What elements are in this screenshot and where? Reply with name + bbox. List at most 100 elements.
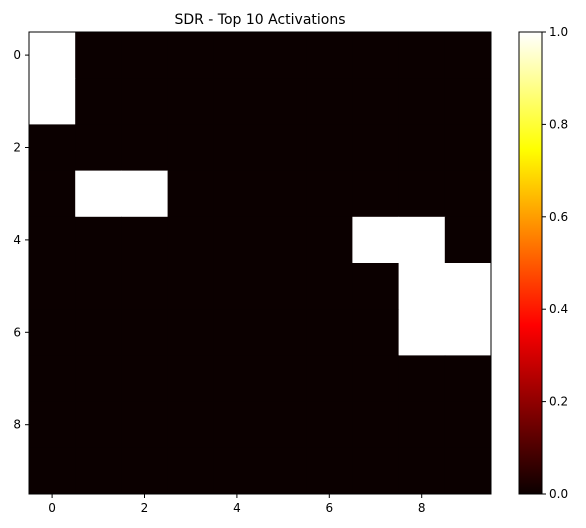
heatmap-cell xyxy=(352,447,400,495)
heatmap-cell xyxy=(398,309,446,356)
heatmap-cell xyxy=(352,216,400,264)
heatmap-cells xyxy=(29,32,492,495)
x-tick-label: 4 xyxy=(233,501,241,515)
heatmap-cell xyxy=(398,447,446,495)
heatmap-cell xyxy=(75,263,122,310)
y-axis: 0 2 4 6 8 xyxy=(13,48,29,432)
heatmap-cell xyxy=(121,263,169,310)
heatmap-cell xyxy=(167,401,215,449)
heatmap-cell xyxy=(29,355,76,403)
heatmap-cell xyxy=(444,355,492,403)
heatmap-cell xyxy=(167,263,215,310)
heatmap-cell xyxy=(260,32,307,79)
heatmap-cell xyxy=(29,447,76,495)
heatmap-cell xyxy=(306,309,353,356)
heatmap-cell xyxy=(444,263,492,310)
y-tick-label: 8 xyxy=(13,418,21,432)
x-tick-label: 2 xyxy=(141,501,149,515)
heatmap-cell xyxy=(213,216,261,264)
heatmap-cell xyxy=(444,216,492,264)
heatmap-cell xyxy=(306,170,353,218)
heatmap-cell xyxy=(352,263,400,310)
heatmap-cell xyxy=(398,124,446,172)
heatmap-cell xyxy=(29,309,76,356)
heatmap-cell xyxy=(121,78,169,125)
x-axis: 0 2 4 6 8 xyxy=(48,494,426,515)
heatmap-cell xyxy=(352,32,400,79)
heatmap-cell xyxy=(167,447,215,495)
heatmap-cell xyxy=(167,170,215,218)
x-tick-label: 0 xyxy=(48,501,56,515)
heatmap-cell xyxy=(398,32,446,79)
heatmap-cell xyxy=(29,78,76,125)
heatmap-cell xyxy=(167,78,215,125)
heatmap-cell xyxy=(444,32,492,79)
colorbar-axis: 0.0 0.2 0.4 0.6 0.8 1.0 xyxy=(542,25,568,501)
heatmap-cell xyxy=(29,32,76,79)
heatmap-cell xyxy=(213,78,261,125)
y-tick-label: 2 xyxy=(13,141,21,155)
heatmap-cell xyxy=(306,355,353,403)
heatmap-cell xyxy=(121,124,169,172)
heatmap-cell xyxy=(29,170,76,218)
heatmap-cell xyxy=(444,124,492,172)
heatmap-cell xyxy=(260,78,307,125)
heatmap-cell xyxy=(213,263,261,310)
heatmap-cell xyxy=(167,309,215,356)
heatmap-cell xyxy=(444,309,492,356)
heatmap-cell xyxy=(398,170,446,218)
heatmap-cell xyxy=(444,447,492,495)
heatmap-cell xyxy=(306,32,353,79)
heatmap-cell xyxy=(352,78,400,125)
heatmap-cell xyxy=(121,170,169,218)
heatmap-cell xyxy=(213,401,261,449)
heatmap-cell xyxy=(352,124,400,172)
chart-title: SDR - Top 10 Activations xyxy=(174,12,345,28)
heatmap-cell xyxy=(306,216,353,264)
heatmap-cell xyxy=(29,124,76,172)
heatmap-cell xyxy=(167,216,215,264)
heatmap-cell xyxy=(352,309,400,356)
heatmap-cell xyxy=(75,78,122,125)
heatmap-cell xyxy=(75,124,122,172)
heatmap-cell xyxy=(260,447,307,495)
heatmap-cell xyxy=(121,401,169,449)
heatmap-cell xyxy=(213,124,261,172)
colorbar-tick-label: 0.0 xyxy=(549,487,568,501)
colorbar-tick-label: 1.0 xyxy=(549,25,568,39)
heatmap-cell xyxy=(167,32,215,79)
heatmap-cell xyxy=(444,170,492,218)
heatmap-cell xyxy=(306,124,353,172)
heatmap-cell xyxy=(121,447,169,495)
colorbar-tick-label: 0.8 xyxy=(549,117,568,131)
plot-frame xyxy=(28,31,492,495)
y-tick-label: 4 xyxy=(13,233,21,247)
heatmap-cell xyxy=(260,309,307,356)
heatmap-cell xyxy=(306,78,353,125)
heatmap-cell xyxy=(75,170,122,218)
heatmap-cell xyxy=(260,170,307,218)
x-tick-label: 8 xyxy=(418,501,426,515)
colorbar-tick-label: 0.6 xyxy=(549,210,568,224)
heatmap-cell xyxy=(306,401,353,449)
heatmap-cell xyxy=(121,32,169,79)
heatmap-cell xyxy=(29,263,76,310)
heatmap-cell xyxy=(260,263,307,310)
heatmap-cell xyxy=(444,401,492,449)
heatmap-cell xyxy=(213,32,261,79)
heatmap-cell xyxy=(75,447,122,495)
colorbar-tick-label: 0.4 xyxy=(549,302,568,316)
heatmap-cell xyxy=(444,78,492,125)
heatmap-cell xyxy=(167,355,215,403)
heatmap-cell xyxy=(121,355,169,403)
heatmap-cell xyxy=(398,263,446,310)
heatmap-cell xyxy=(75,216,122,264)
heatmap-cell xyxy=(352,401,400,449)
heatmap-cell xyxy=(213,170,261,218)
x-tick-label: 6 xyxy=(325,501,333,515)
heatmap-cell xyxy=(260,401,307,449)
heatmap-cell xyxy=(75,401,122,449)
heatmap-cell xyxy=(29,401,76,449)
y-tick-label: 6 xyxy=(13,325,21,339)
